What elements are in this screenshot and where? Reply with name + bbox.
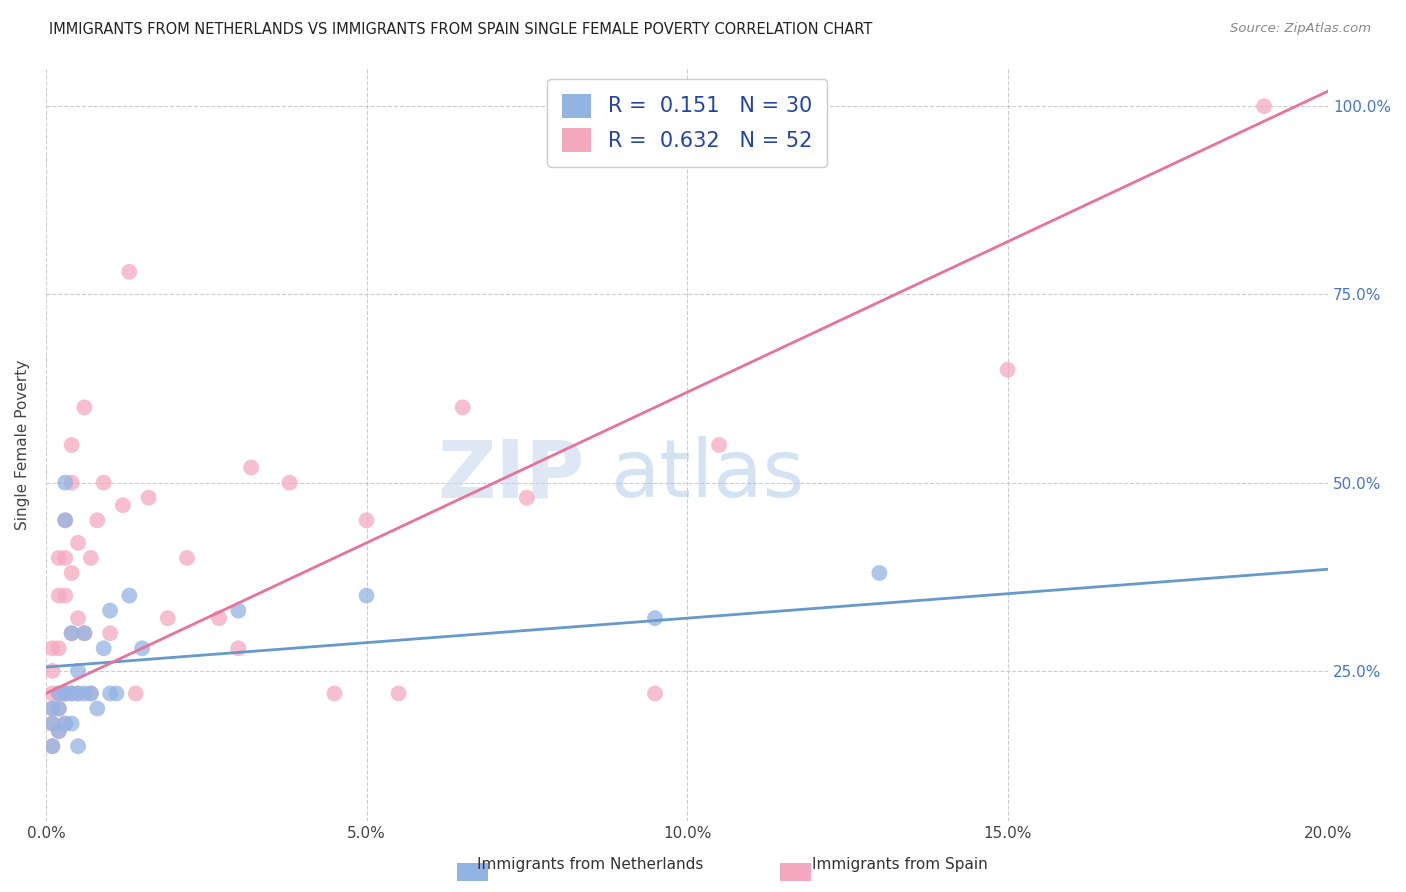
Point — [60, 438, 83, 452]
Point — [66, 686, 89, 700]
Point — [60, 716, 83, 731]
Point — [53, 686, 76, 700]
Point — [53, 686, 76, 700]
Point — [41, 716, 63, 731]
Point — [53, 589, 76, 603]
Point — [644, 686, 666, 700]
Point — [66, 739, 89, 754]
Point — [41, 701, 63, 715]
Point — [644, 611, 666, 625]
Point — [48, 641, 70, 656]
Point — [60, 475, 83, 490]
Point — [60, 626, 83, 640]
Point — [53, 686, 76, 700]
Point — [73, 401, 96, 415]
Point — [98, 626, 121, 640]
Point — [41, 716, 63, 731]
Text: Immigrants from Netherlands: Immigrants from Netherlands — [477, 857, 704, 872]
Point — [93, 475, 115, 490]
Point — [73, 626, 96, 640]
Point — [707, 438, 730, 452]
Point — [60, 686, 83, 700]
Point — [111, 498, 134, 512]
Point — [80, 686, 103, 700]
Point — [73, 686, 96, 700]
Point — [41, 739, 63, 754]
Point — [48, 701, 70, 715]
Point — [80, 550, 103, 565]
Point — [66, 664, 89, 678]
Point — [48, 550, 70, 565]
Point — [516, 491, 538, 505]
Point — [53, 716, 76, 731]
Point — [48, 686, 70, 700]
Point — [41, 664, 63, 678]
Point — [48, 589, 70, 603]
Point — [868, 566, 890, 580]
Point — [226, 641, 249, 656]
Point — [66, 611, 89, 625]
Point — [53, 716, 76, 731]
Point — [278, 475, 301, 490]
Point — [41, 686, 63, 700]
Text: atlas: atlas — [610, 436, 804, 514]
Point — [125, 686, 148, 700]
Point — [60, 626, 83, 640]
Point — [131, 641, 153, 656]
Point — [240, 460, 263, 475]
Point — [41, 641, 63, 656]
Legend: R =  0.151   N = 30, R =  0.632   N = 52: R = 0.151 N = 30, R = 0.632 N = 52 — [547, 78, 827, 167]
Text: Source: ZipAtlas.com: Source: ZipAtlas.com — [1230, 22, 1371, 36]
Point — [66, 686, 89, 700]
Point — [93, 641, 115, 656]
Point — [387, 686, 409, 700]
Point — [118, 265, 141, 279]
Point — [156, 611, 179, 625]
Text: IMMIGRANTS FROM NETHERLANDS VS IMMIGRANTS FROM SPAIN SINGLE FEMALE POVERTY CORRE: IMMIGRANTS FROM NETHERLANDS VS IMMIGRANT… — [49, 22, 873, 37]
Point — [176, 550, 198, 565]
Text: Immigrants from Spain: Immigrants from Spain — [813, 857, 987, 872]
Y-axis label: Single Female Poverty: Single Female Poverty — [15, 359, 30, 530]
Point — [60, 566, 83, 580]
Point — [73, 626, 96, 640]
Point — [208, 611, 231, 625]
Text: ZIP: ZIP — [437, 436, 585, 514]
Point — [48, 701, 70, 715]
Point — [451, 401, 474, 415]
Point — [66, 536, 89, 550]
Point — [98, 604, 121, 618]
Point — [53, 513, 76, 527]
Point — [53, 550, 76, 565]
Point — [53, 475, 76, 490]
Point — [41, 701, 63, 715]
Point — [98, 686, 121, 700]
Point — [86, 513, 108, 527]
Point — [356, 589, 378, 603]
Point — [356, 513, 378, 527]
Point — [48, 686, 70, 700]
Point — [226, 604, 249, 618]
Point — [1253, 99, 1275, 113]
Point — [48, 724, 70, 739]
Point — [80, 686, 103, 700]
Point — [118, 589, 141, 603]
Point — [48, 724, 70, 739]
Point — [60, 686, 83, 700]
Point — [323, 686, 346, 700]
Point — [41, 739, 63, 754]
Point — [997, 362, 1019, 376]
Point — [105, 686, 128, 700]
Point — [53, 513, 76, 527]
Point — [86, 701, 108, 715]
Point — [138, 491, 160, 505]
